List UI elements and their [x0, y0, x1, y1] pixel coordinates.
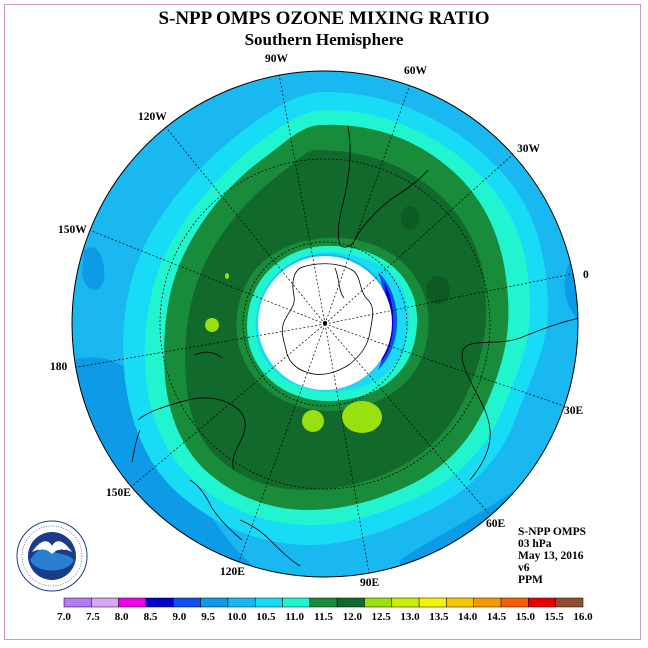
color-bar-swatch	[282, 597, 311, 608]
color-bar-swatch	[418, 597, 447, 608]
color-bar-tick-label: 7.5	[86, 611, 100, 623]
lon-label-30e: 30E	[564, 405, 584, 417]
color-bar-swatch	[227, 597, 256, 608]
color-bar-tick-label: 7.0	[57, 611, 71, 623]
lon-label-0: 0	[583, 269, 589, 281]
map-title: S-NPP OMPS OZONE MIXING RATIO	[158, 8, 490, 29]
info-version: v6	[518, 562, 530, 574]
info-instrument: S-NPP OMPS	[518, 526, 587, 538]
color-bar-swatch	[555, 597, 584, 608]
band-12-5-patch-3	[205, 318, 219, 332]
color-bar-tick-label: 13.0	[400, 611, 420, 623]
band-8-5	[381, 282, 394, 362]
info-block: S-NPP OMPS 03 hPa May 13, 2016 v6 PPM	[518, 526, 586, 586]
band-9-5-nw	[82, 247, 105, 290]
color-bar-tick-label: 8.0	[115, 611, 129, 623]
band-12-5-patch-4	[225, 273, 229, 279]
color-bar-tick-label: 16.0	[573, 611, 593, 623]
band-12-0-patch-1	[426, 276, 450, 304]
graticule	[72, 73, 578, 577]
lon-label-30w: 30W	[517, 143, 541, 155]
color-bar-tick-label: 9.5	[201, 611, 215, 623]
color-bar-swatch	[63, 597, 92, 608]
color-bar-tick-label: 10.0	[227, 611, 247, 623]
color-bar-tick-label: 8.5	[144, 611, 158, 623]
color-bar-tick-label: 15.0	[516, 611, 536, 623]
color-bar-swatch	[364, 597, 393, 608]
color-bar-swatch	[446, 597, 474, 608]
lon-label-150e: 150E	[106, 487, 131, 499]
color-bar-tick-label: 12.5	[372, 611, 392, 623]
color-bar-swatch	[336, 597, 365, 608]
color-bar: 7.0 7.5 8.0 8.5 9.0 9.5 10.0 10.5 11.0 11.5 12.0 12…	[57, 597, 593, 623]
color-bar-swatch	[254, 597, 283, 608]
color-bar-tick-label: 14.0	[458, 611, 478, 623]
info-units: PPM	[518, 574, 543, 586]
color-bar-swatch	[118, 597, 147, 608]
longitude-labels: 90W 60W 30W 0 30E 60E 90E 120E 150E 180 …	[50, 53, 589, 589]
color-bar-tick-label: 13.5	[429, 611, 449, 623]
color-bar-tick-label: 11.5	[314, 611, 333, 623]
lon-label-150w: 150W	[58, 224, 87, 236]
south-pole-marker	[323, 321, 327, 325]
color-bar-tick-label: 12.0	[343, 611, 363, 623]
color-bar-tick-label: 9.0	[172, 611, 186, 623]
color-bar-swatch	[391, 597, 420, 608]
ozone-field	[72, 71, 578, 577]
noaa-logo-text: NOAA	[39, 542, 66, 552]
color-bar-swatch	[145, 597, 174, 608]
noaa-logo: NOAA	[16, 520, 88, 592]
band-12-0-patch-2	[401, 206, 419, 230]
map-subtitle: Southern Hemisphere	[244, 30, 404, 49]
color-bar-swatch	[309, 597, 338, 608]
lon-label-90e: 90E	[360, 577, 380, 589]
color-bar-tick-label: 11.0	[285, 611, 304, 623]
lon-label-120w: 120W	[138, 111, 167, 123]
color-bar-swatch	[528, 597, 556, 608]
color-bar-tick-label: 14.5	[487, 611, 507, 623]
color-bar-swatch	[500, 597, 529, 608]
color-bar-swatch	[200, 597, 229, 608]
lon-label-60e: 60E	[486, 518, 506, 530]
color-bar-tick-label: 15.5	[545, 611, 565, 623]
lon-label-90w: 90W	[265, 53, 289, 65]
lon-label-120e: 120E	[220, 566, 245, 578]
figure-frame	[4, 4, 641, 640]
map-boundary	[71, 70, 579, 578]
info-date: May 13, 2016	[518, 550, 584, 562]
band-12-5-patch-2	[302, 410, 324, 432]
color-bar-swatch	[173, 597, 201, 608]
color-bar-swatch	[473, 597, 502, 608]
lon-label-60w: 60W	[404, 65, 428, 77]
color-bar-tick-label: 10.5	[256, 611, 276, 623]
lon-label-180: 180	[50, 361, 68, 373]
info-level: 03 hPa	[518, 538, 552, 550]
band-12-5-patch-1	[342, 401, 382, 433]
color-bar-swatch	[91, 597, 119, 608]
